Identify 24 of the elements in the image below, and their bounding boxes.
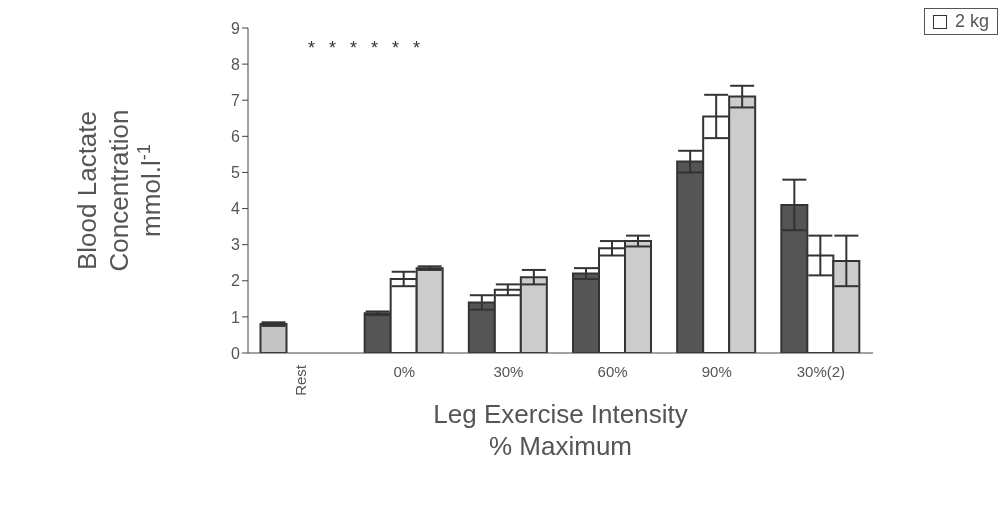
- annotation: *: [413, 38, 421, 59]
- annotation: *: [329, 38, 337, 59]
- y-tick-label: 9: [231, 19, 241, 37]
- y-tick-label: 4: [231, 200, 241, 218]
- y-tick-label: 3: [231, 236, 241, 254]
- x-tick-label: 60%: [597, 363, 628, 380]
- x-axis-title: Leg Exercise Intensity % Maximum: [433, 399, 688, 461]
- y-tick-label: 6: [231, 128, 241, 146]
- y-tick-label: 5: [231, 164, 241, 182]
- x-tick-label: 30%(2): [796, 363, 846, 380]
- x-tick-label: 0%: [393, 363, 416, 380]
- annotation: *: [392, 38, 400, 59]
- x-tick-label: 30%: [493, 363, 524, 380]
- y-tick-label: 0: [231, 344, 241, 362]
- annotation: *: [371, 38, 379, 59]
- x-tick-label: 90%: [701, 363, 732, 380]
- y-tick-label: 7: [231, 91, 241, 109]
- annotation: *: [308, 38, 316, 59]
- x-tick-label: Rest: [291, 364, 309, 396]
- y-tick-label: 2: [231, 272, 241, 290]
- y-tick-label: 1: [231, 308, 241, 326]
- y-tick-label: 8: [231, 55, 241, 73]
- annotation: *: [350, 38, 358, 59]
- legend-label: 2 kg: [954, 11, 989, 32]
